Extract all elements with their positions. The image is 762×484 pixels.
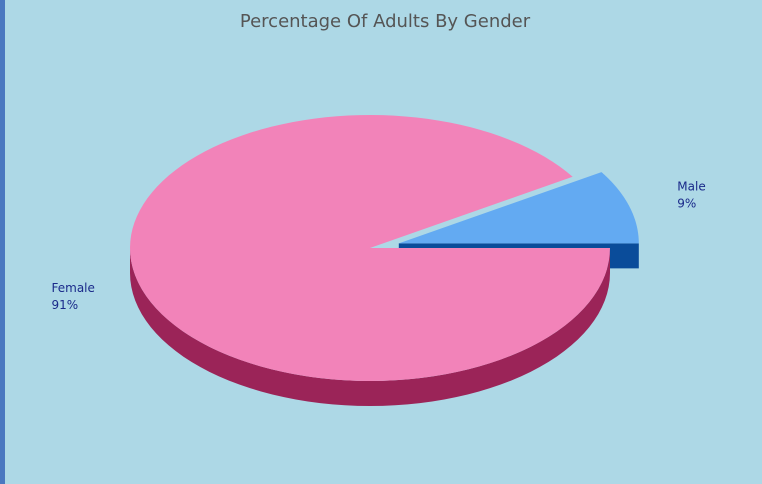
slice xyxy=(398,172,639,244)
slice-side xyxy=(130,248,610,406)
left-border xyxy=(0,0,5,484)
slice-label: Female xyxy=(52,281,95,295)
chart-title: Percentage Of Adults By Gender xyxy=(240,11,531,32)
pie xyxy=(130,115,639,406)
slice-value-label: 9% xyxy=(677,197,696,211)
slice-label: Male xyxy=(677,180,705,194)
slice xyxy=(130,115,610,381)
slice-value-label: 91% xyxy=(52,298,79,312)
